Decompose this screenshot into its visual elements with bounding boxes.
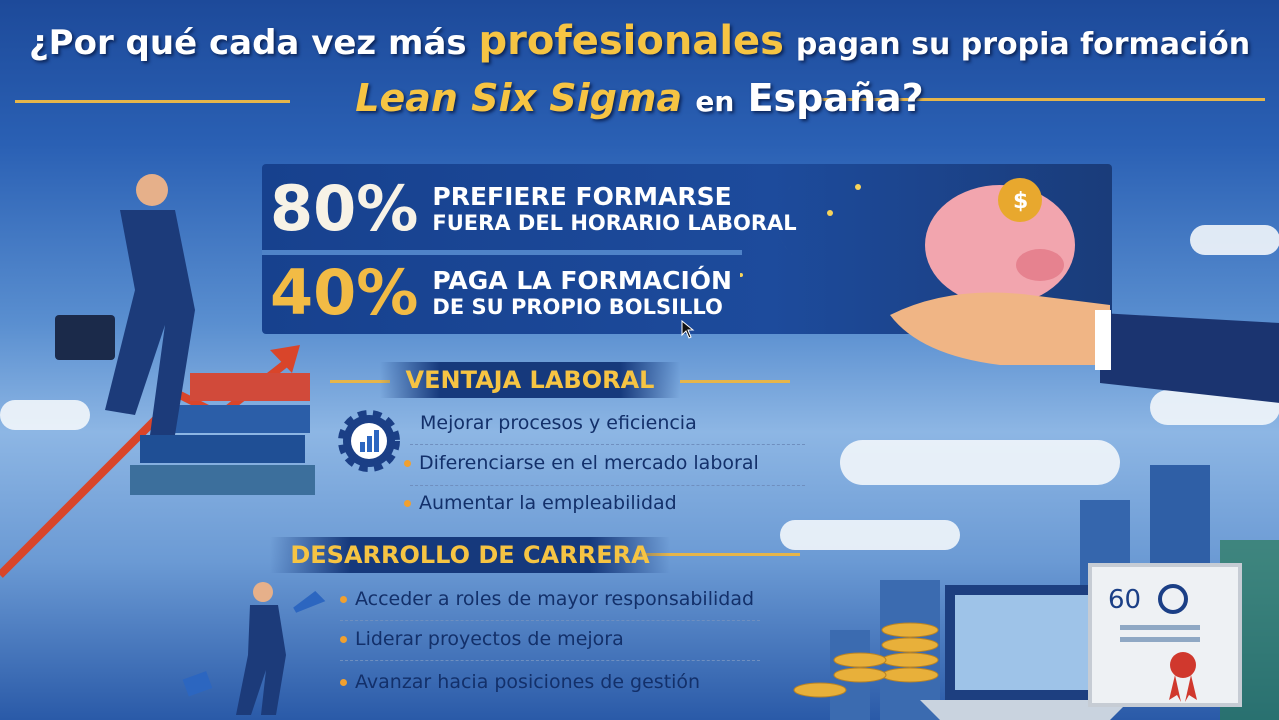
stat-row: 40% PAGA LA FORMACIÓN DE SU PROPIO BOLSIL… xyxy=(270,262,732,324)
list-item: Liderar proyectos de mejora xyxy=(340,628,624,650)
list-item-text: Mejorar procesos y eficiencia xyxy=(420,412,697,434)
list-item: Avanzar hacia posiciones de gestión xyxy=(340,671,700,693)
divider xyxy=(820,98,1265,101)
divider xyxy=(15,100,290,103)
list-item-text: Liderar proyectos de mejora xyxy=(355,628,624,650)
coin-stack xyxy=(793,622,939,698)
book xyxy=(130,465,315,495)
cloud xyxy=(0,400,90,430)
book xyxy=(140,435,305,463)
page-title-line1: ¿Por qué cada vez más profesionales paga… xyxy=(0,18,1279,64)
bullet-dot xyxy=(340,678,347,686)
stat-row: 80% PREFIERE FORMARSE FUERA DEL HORARIO L… xyxy=(270,178,797,240)
divider xyxy=(340,620,760,621)
cloud xyxy=(780,520,960,550)
businessman-climbing-illustration xyxy=(0,174,315,578)
title-text: ¿Por qué cada vez más xyxy=(28,23,467,63)
stat-label: FUERA DEL HORARIO LABORAL xyxy=(432,211,797,236)
bullet-dot xyxy=(404,499,411,507)
hand xyxy=(890,292,1110,365)
city-laptop-certificate-illustration: 60 xyxy=(793,465,1279,720)
list-item-text: Aumentar la empleabilidad xyxy=(419,492,677,514)
list-item-text: Diferenciarse en el mercado laboral xyxy=(419,452,759,474)
divider xyxy=(410,485,805,486)
divider xyxy=(262,250,742,255)
title-highlight: Lean Six Sigma xyxy=(355,76,683,120)
person-head xyxy=(136,174,168,206)
title-text: en xyxy=(695,85,735,118)
stat-label: PAGA LA FORMACIÓN xyxy=(432,265,732,295)
section-heading-carrera: DESARROLLO DE CARRERA xyxy=(270,537,670,573)
cloud xyxy=(1190,225,1279,255)
list-item: Diferenciarse en el mercado laboral xyxy=(404,452,759,474)
gear-chart-icon xyxy=(338,410,400,472)
piggy-bank-illustration: $ xyxy=(740,178,1279,403)
divider xyxy=(680,380,790,383)
coin-icon xyxy=(998,178,1042,222)
stat-value: 80% xyxy=(270,172,419,245)
bullet-dot xyxy=(340,595,347,603)
book xyxy=(170,405,310,433)
list-item-text: Avanzar hacia posiciones de gestión xyxy=(355,671,701,693)
section-heading-ventaja: VENTAJA LABORAL xyxy=(380,362,680,398)
person-body xyxy=(105,210,195,435)
seal-icon xyxy=(1170,652,1196,678)
certificate-logo-text: 60 xyxy=(1108,585,1141,615)
moon-icon xyxy=(776,180,845,266)
list-item-text: Acceder a roles de mayor responsabilidad xyxy=(355,588,755,610)
divider xyxy=(330,380,390,383)
cloud xyxy=(840,440,1120,485)
divider xyxy=(340,660,760,661)
book xyxy=(190,373,310,401)
stat-value: 40% xyxy=(270,256,419,329)
divider xyxy=(410,444,805,445)
page-title-line2: Lean Six Sigma en España? xyxy=(0,76,1279,120)
businessman-walking-illustration xyxy=(182,582,326,715)
list-item: Acceder a roles de mayor responsabilidad xyxy=(340,588,754,610)
bullet-dot xyxy=(340,635,347,643)
bullet-dot xyxy=(404,459,411,467)
title-highlight: profesionales xyxy=(478,18,785,64)
list-item: Aumentar la empleabilidad xyxy=(404,492,677,514)
stat-label: PREFIERE FORMARSE xyxy=(432,181,732,211)
arrow-icon xyxy=(293,591,326,613)
svg-text:$: $ xyxy=(1013,189,1028,214)
list-item: Mejorar procesos y eficiencia xyxy=(420,412,697,434)
mouse-cursor-icon xyxy=(681,320,695,339)
briefcase-icon xyxy=(55,315,115,360)
stat-label: DE SU PROPIO BOLSILLO xyxy=(432,295,723,320)
divider xyxy=(640,553,800,556)
title-text: España? xyxy=(747,76,924,120)
title-text: pagan su propia formación xyxy=(795,27,1251,62)
